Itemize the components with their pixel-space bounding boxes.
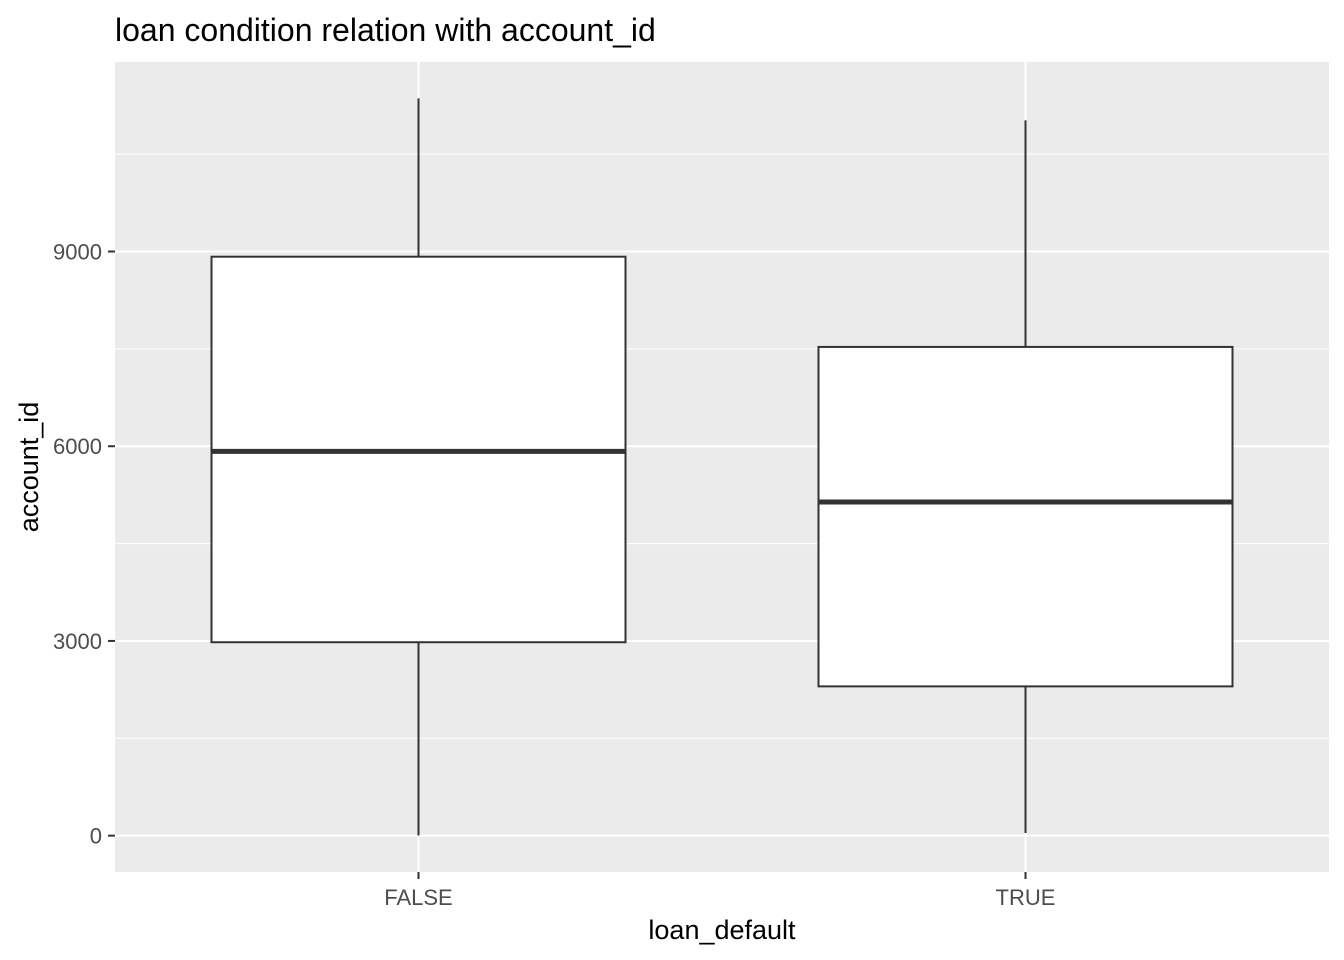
box-true bbox=[817, 120, 1234, 834]
x-axis: FALSE TRUE bbox=[384, 872, 1055, 910]
x-tick-label: TRUE bbox=[996, 885, 1056, 910]
y-tick-label: 9000 bbox=[53, 240, 102, 265]
y-tick-label: 0 bbox=[90, 824, 102, 849]
y-axis-title: account_id bbox=[14, 402, 44, 533]
y-tick-label: 6000 bbox=[53, 434, 102, 459]
y-axis: 0 3000 6000 9000 bbox=[53, 240, 115, 849]
chart-title: loan condition relation with account_id bbox=[115, 12, 656, 48]
box-series bbox=[210, 98, 1234, 836]
interquartile-box bbox=[817, 345, 1234, 688]
x-tick-label: FALSE bbox=[384, 885, 452, 910]
y-tick-label: 3000 bbox=[53, 629, 102, 654]
box-false bbox=[210, 98, 627, 836]
x-axis-title: loan_default bbox=[648, 915, 796, 945]
